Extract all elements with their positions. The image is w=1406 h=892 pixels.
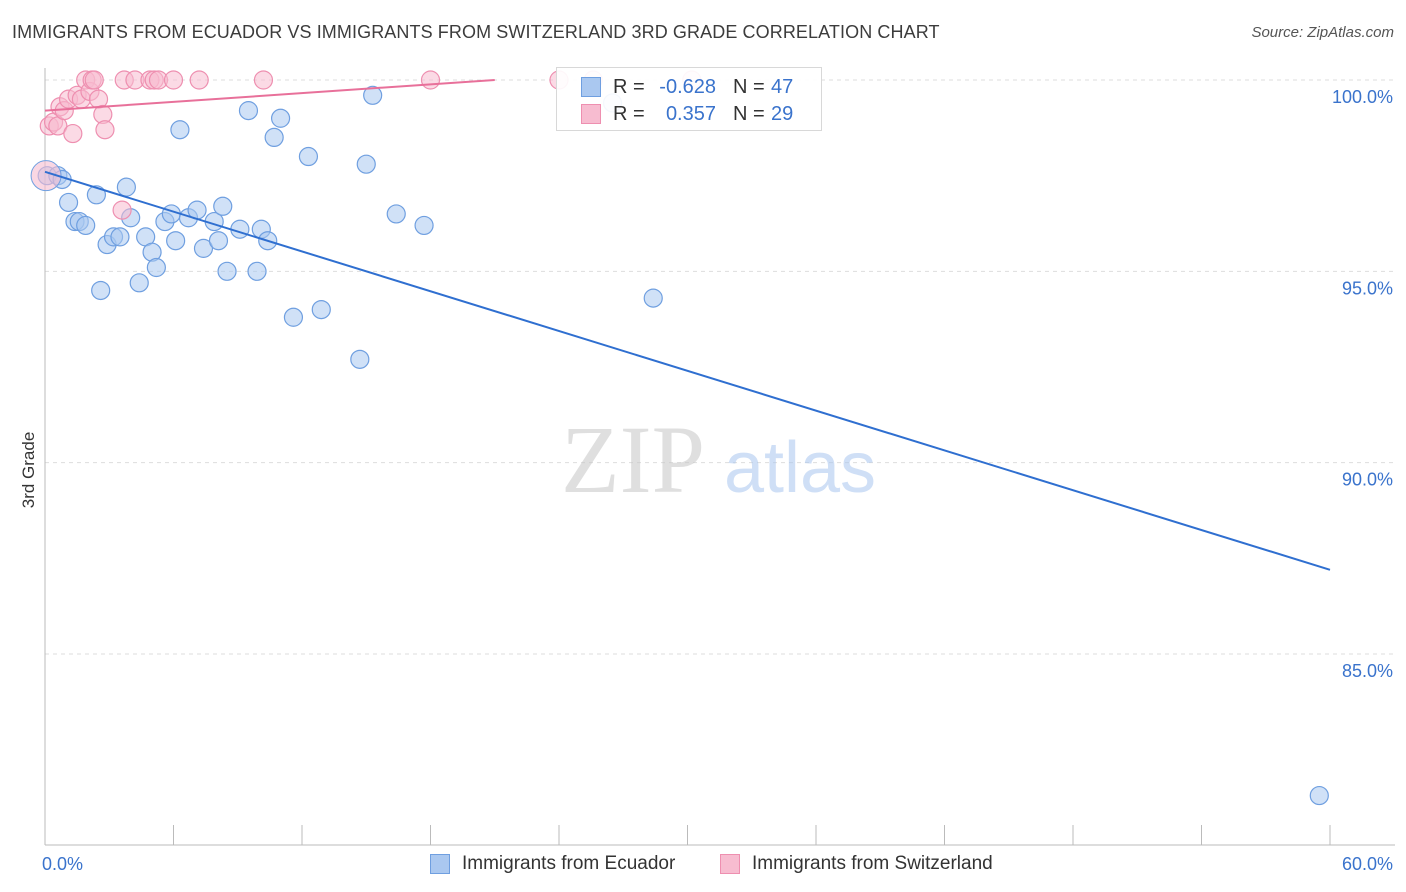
ecuador-point (270, 108, 291, 128)
n-label: N = (733, 103, 765, 125)
switzerland-point (95, 120, 115, 140)
n-value: 47 (771, 76, 794, 98)
ecuador-point (217, 261, 237, 281)
y-tick-label: 100.0% (1332, 87, 1393, 107)
source-label: Source: ZipAtlas.com (1251, 24, 1394, 41)
ecuador-point (1309, 785, 1329, 806)
ecuador-point (213, 196, 233, 216)
y-axis-label: 3rd Grade (19, 432, 38, 509)
switzerland-point (163, 70, 184, 90)
switzerland-trend-line (44, 79, 495, 112)
x-tick-label: 0.0% (42, 854, 83, 874)
ecuador-point (193, 238, 214, 258)
ecuador-point (283, 307, 304, 327)
watermark: ZIP atlas (561, 406, 876, 513)
legend-label-switzerland: Immigrants from Switzerland (752, 853, 993, 874)
ecuador-point (58, 192, 79, 213)
ecuador-trend-line (44, 170, 1331, 571)
ecuador-point (208, 231, 229, 251)
stats-row-switzerland: R = 0.357 N = 29 (557, 100, 821, 128)
overlap-point (30, 160, 62, 192)
chart-title: IMMIGRANTS FROM ECUADOR VS IMMIGRANTS FR… (12, 22, 940, 42)
ecuador-point (86, 185, 107, 205)
n-label: N = (733, 76, 765, 98)
ecuador-point (116, 177, 136, 197)
switzerland-point (420, 70, 441, 90)
switzerland-point (63, 123, 83, 144)
ecuador-point (110, 227, 130, 247)
r-label: R = (613, 103, 645, 125)
ecuador-point (386, 204, 406, 224)
ecuador-point (247, 261, 267, 281)
legend-label-ecuador: Immigrants from Ecuador (462, 853, 676, 874)
switzerland-swatch (581, 104, 601, 124)
watermark-atlas: atlas (724, 428, 876, 508)
ecuador-point (91, 280, 111, 301)
n-value: 29 (771, 103, 794, 125)
legend-swatch-ecuador (430, 854, 450, 874)
ecuador-point (129, 273, 149, 293)
ecuador-swatch (581, 77, 601, 97)
switzerland-point (84, 70, 104, 90)
stats-box: R = -0.628 N = 47 R = 0.357 N = 29 (556, 67, 822, 131)
switzerland-point (189, 70, 209, 90)
y-tick-label: 90.0% (1342, 470, 1393, 490)
legend-swatch-switzerland (720, 854, 740, 874)
ecuador-point (643, 288, 663, 308)
tick-labels: 85.0% 90.0% 95.0% 100.0% 0.0% 60.0% (42, 87, 1393, 874)
ecuador-point (238, 101, 259, 121)
axes (44, 68, 1395, 846)
x-tick-label: 60.0% (1342, 854, 1393, 874)
switzerland-point (253, 70, 274, 90)
ecuador-point (166, 231, 186, 251)
ecuador-point (264, 127, 284, 147)
gridlines (45, 79, 1395, 655)
ecuador-point (76, 215, 96, 236)
ecuador-point (350, 349, 370, 369)
y-tick-label: 85.0% (1342, 661, 1393, 681)
ecuador-point (311, 300, 331, 320)
r-value: -0.628 (659, 76, 716, 98)
switzerland-point (112, 200, 132, 220)
ecuador-point (363, 85, 383, 105)
trend-lines (44, 79, 1331, 571)
r-value: 0.357 (665, 103, 716, 125)
ecuador-point (356, 154, 376, 174)
r-label: R = (613, 76, 645, 98)
ecuador-point (170, 120, 190, 140)
ecuador-point (146, 257, 166, 278)
y-tick-label: 95.0% (1342, 278, 1393, 298)
ecuador-point (414, 215, 434, 236)
stats-row-ecuador: R = -0.628 N = 47 (557, 73, 821, 101)
ecuador-point (298, 146, 319, 167)
watermark-zip: ZIP (561, 406, 705, 513)
